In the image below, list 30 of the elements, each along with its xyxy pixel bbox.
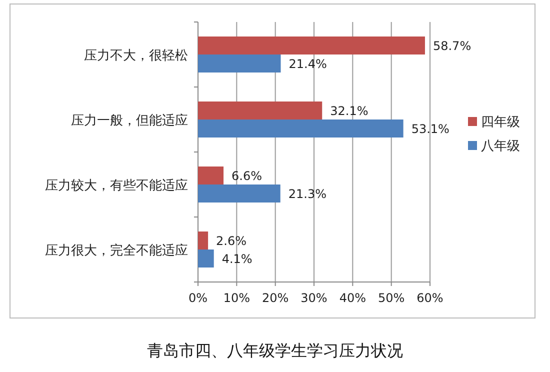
bar (198, 54, 281, 72)
x-tick-label: 10% (223, 291, 250, 305)
y-tick-label: 压力较大，有些不能适应 (45, 178, 188, 194)
x-tick-label: 40% (339, 291, 366, 305)
data-label: 53.1% (411, 122, 450, 136)
bar (198, 184, 280, 202)
bar (198, 36, 425, 54)
bar (198, 102, 322, 120)
data-label: 2.6% (216, 234, 247, 248)
text: 青岛市四、八年级学生学习压力状况 (147, 341, 403, 360)
x-tick-label: 30% (300, 291, 328, 305)
data-label: 4.1% (222, 252, 252, 266)
x-tick-label: 50% (378, 291, 405, 305)
bar (198, 250, 214, 268)
y-tick-label: 压力很大，完全不能适应 (45, 242, 188, 258)
bar (198, 166, 224, 184)
data-label: 21.3% (288, 187, 326, 201)
bar (198, 120, 404, 138)
data-label: 21.4% (288, 57, 327, 71)
bar (198, 232, 208, 250)
x-tick-label: 0% (188, 291, 208, 305)
x-tick-label: 60% (416, 291, 444, 305)
data-label: 58.7% (432, 39, 472, 53)
y-tick-label: 压力一般，但能适应 (71, 112, 188, 128)
y-tick-label: 压力不大，很轻松 (84, 48, 188, 64)
data-label: 6.6% (232, 169, 262, 183)
legend-label: 八年级 (481, 139, 520, 154)
legend-label: 四年级 (481, 115, 520, 130)
x-tick-label: 20% (262, 291, 289, 305)
data-label: 32.1% (330, 104, 368, 118)
